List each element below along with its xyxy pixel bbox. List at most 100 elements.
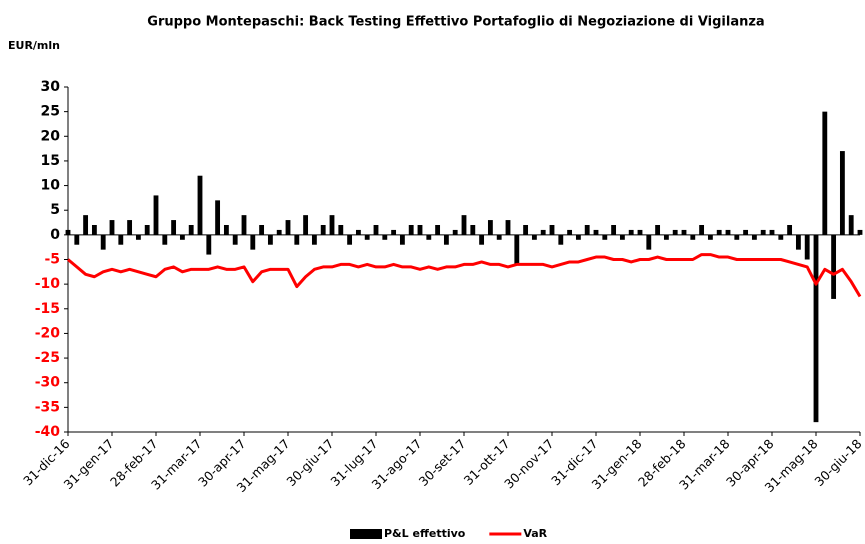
bar xyxy=(716,229,722,235)
legend-label: VaR xyxy=(523,527,547,540)
legend-label: P&L effettivo xyxy=(384,527,466,540)
bar xyxy=(795,234,801,250)
bar xyxy=(496,234,502,240)
bar xyxy=(505,220,511,235)
bar xyxy=(259,225,265,235)
bar xyxy=(584,225,590,235)
bar xyxy=(813,234,819,423)
bar xyxy=(646,234,652,250)
y-tick-label: -30 xyxy=(35,375,61,391)
bar xyxy=(514,234,520,265)
bar xyxy=(743,229,749,235)
var-line xyxy=(67,253,862,298)
bar xyxy=(276,229,282,235)
bar xyxy=(549,225,555,235)
bar xyxy=(179,234,185,240)
bar xyxy=(707,234,713,240)
bar xyxy=(109,220,115,235)
y-tick-label: -10 xyxy=(35,276,61,292)
bar xyxy=(831,234,837,299)
y-tick-label: 5 xyxy=(50,202,60,218)
y-tick-label: 20 xyxy=(41,128,61,144)
bar xyxy=(839,151,845,235)
bar xyxy=(215,200,221,235)
bar xyxy=(523,225,529,235)
bar xyxy=(531,234,537,240)
bar xyxy=(470,225,476,235)
bar xyxy=(822,111,828,235)
bar xyxy=(663,234,669,240)
bar xyxy=(769,229,775,235)
bar xyxy=(267,234,273,245)
bar xyxy=(567,229,573,235)
bar xyxy=(241,215,247,235)
bar xyxy=(540,229,546,235)
bar xyxy=(848,215,854,235)
bar xyxy=(329,215,335,235)
bar xyxy=(355,229,361,235)
y-tick-label: -5 xyxy=(44,252,60,268)
bar xyxy=(391,229,397,235)
bar xyxy=(100,234,106,250)
y-tick-label: -20 xyxy=(35,325,61,341)
bar xyxy=(320,225,326,235)
bar xyxy=(382,234,388,240)
bar xyxy=(751,234,757,240)
bar xyxy=(681,229,687,235)
bar xyxy=(83,215,89,235)
bar xyxy=(558,234,564,245)
bar xyxy=(699,225,705,235)
bar xyxy=(787,225,793,235)
bar xyxy=(778,234,784,240)
bar xyxy=(373,225,379,235)
bar xyxy=(672,229,678,235)
bar xyxy=(575,234,581,240)
bar xyxy=(857,229,863,235)
x-tick-label: 30-set-17 xyxy=(416,436,469,489)
bar xyxy=(399,234,405,245)
bar xyxy=(223,225,229,235)
bar xyxy=(197,175,203,235)
bar xyxy=(364,234,370,240)
y-tick-label: 15 xyxy=(41,153,60,169)
bar xyxy=(118,234,124,245)
y-tick-label: -40 xyxy=(35,424,61,440)
bar xyxy=(760,229,766,235)
bar xyxy=(65,229,71,235)
bar xyxy=(619,234,625,240)
bar xyxy=(311,234,317,245)
bar xyxy=(804,234,810,260)
bar xyxy=(611,225,617,235)
bar xyxy=(690,234,696,240)
bar xyxy=(417,225,423,235)
bar xyxy=(294,234,300,245)
y-tick-label: 10 xyxy=(41,178,61,194)
y-tick-label: -25 xyxy=(35,350,60,366)
bar xyxy=(655,225,661,235)
bar xyxy=(347,234,353,245)
bar xyxy=(285,220,291,235)
bar xyxy=(628,229,634,235)
bar xyxy=(91,225,97,235)
y-tick-label: 0 xyxy=(50,227,60,243)
bar xyxy=(338,225,344,235)
bar xyxy=(303,215,309,235)
y-tick-label: -15 xyxy=(35,301,60,317)
bar xyxy=(188,225,194,235)
chart-title: Gruppo Montepaschi: Back Testing Effetti… xyxy=(147,15,764,30)
bar xyxy=(602,234,608,240)
bar xyxy=(435,225,441,235)
y-tick-label: 25 xyxy=(41,104,60,120)
bar xyxy=(637,229,643,235)
bar xyxy=(135,234,141,240)
bar xyxy=(426,234,432,240)
x-tick-label: 30-giu-17 xyxy=(283,436,336,489)
bar xyxy=(725,229,731,235)
bar xyxy=(162,234,168,245)
bar xyxy=(171,220,177,235)
bar xyxy=(593,229,599,235)
y-tick-label: -35 xyxy=(35,399,60,415)
bar xyxy=(144,225,150,235)
bar xyxy=(408,225,414,235)
